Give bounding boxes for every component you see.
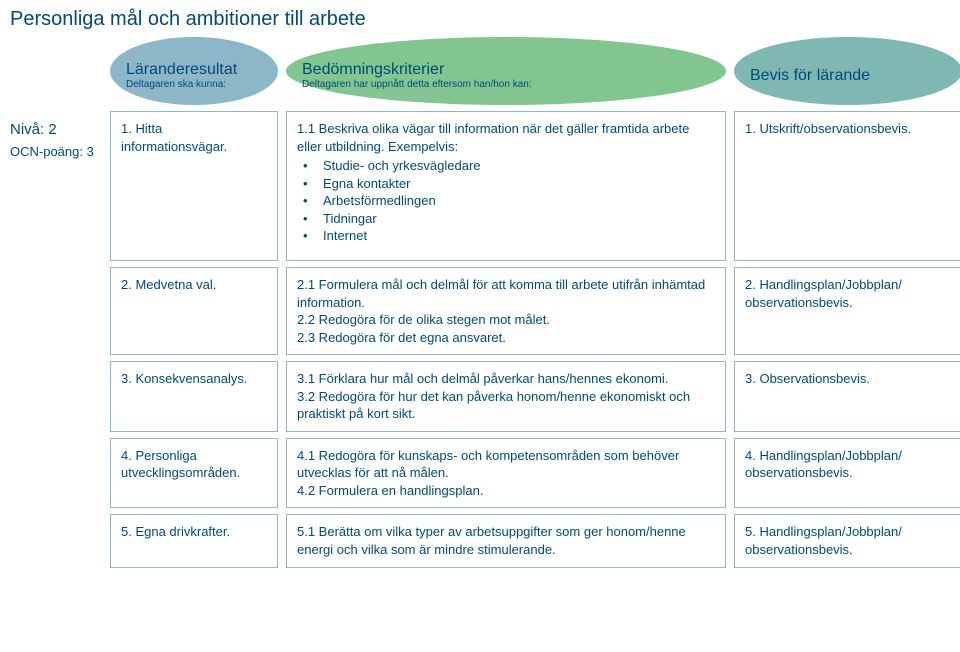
row3-col2-line2: 3.2 Redogöra för hur det kan påverka hon…	[297, 388, 715, 423]
row1-col2-list: Studie- och yrkesvägledare Egna kontakte…	[297, 157, 715, 245]
row1-col2-lead: 1.1 Beskriva olika vägar till informatio…	[297, 120, 715, 155]
header-spacer	[10, 37, 102, 105]
page-title: Personliga mål och ambitioner till arbet…	[0, 0, 960, 37]
row2-col2-line3: 2.3 Redogöra för det egna ansvaret.	[297, 329, 715, 347]
row5-col2: 5.1 Berätta om vilka typer av arbetsuppg…	[286, 514, 726, 568]
row3-col3-text: 3. Observationsbevis.	[745, 370, 951, 388]
row2-col3: 2. Handlingsplan/Jobbplan/ observationsb…	[734, 267, 960, 355]
list-item: Tidningar	[315, 210, 715, 228]
level-label: Nivå: 2	[10, 121, 102, 138]
row4-col1-text: 4. Personliga utvecklingsområden.	[121, 447, 267, 482]
row4-col2: 4.1 Redogöra för kunskaps- och kompetens…	[286, 438, 726, 509]
header-col2-sub: Deltagaren har uppnått detta eftersom ha…	[286, 79, 726, 91]
side-level-info: Nivå: 2 OCN-poäng: 3	[10, 111, 102, 261]
row5-col3-text: 5. Handlingsplan/Jobbplan/ observationsb…	[745, 523, 951, 558]
header-learning-results: Läranderesultat Deltagaren ska kunna:	[110, 37, 278, 105]
list-item: Internet	[315, 227, 715, 245]
row4-col2-line2: 4.2 Formulera en handlingsplan.	[297, 482, 715, 500]
row3-col2: 3.1 Förklara hur mål och delmål påverkar…	[286, 361, 726, 432]
row5-col1-text: 5. Egna drivkrafter.	[121, 523, 267, 541]
row3-col3: 3. Observationsbevis.	[734, 361, 960, 432]
row2-col1-text: 2. Medvetna val.	[121, 276, 267, 294]
side-empty	[10, 361, 102, 432]
list-item: Arbetsförmedlingen	[315, 192, 715, 210]
row4-col2-line1: 4.1 Redogöra för kunskaps- och kompetens…	[297, 447, 715, 482]
header-col1-title: Läranderesultat	[110, 51, 278, 79]
row2-col1: 2. Medvetna val.	[110, 267, 278, 355]
row2-col2-line2: 2.2 Redogöra för de olika stegen mot mål…	[297, 311, 715, 329]
side-empty	[10, 514, 102, 568]
row3-col2-line1: 3.1 Förklara hur mål och delmål påverkar…	[297, 370, 715, 388]
row3-col1-text: 3. Konsekvensanalys.	[121, 370, 267, 388]
side-empty	[10, 438, 102, 509]
list-item: Studie- och yrkesvägledare	[315, 157, 715, 175]
row1-col1-text: 1. Hitta informationsvägar.	[121, 120, 267, 155]
header-assessment-criteria: Bedömningskriterier Deltagaren har uppnå…	[286, 37, 726, 105]
row2-col2: 2.1 Formulera mål och delmål för att kom…	[286, 267, 726, 355]
row1-col3: 1. Utskrift/observationsbevis.	[734, 111, 960, 261]
row4-col3: 4. Handlingsplan/Jobbplan/ observationsb…	[734, 438, 960, 509]
row1-col3-text: 1. Utskrift/observationsbevis.	[745, 120, 951, 138]
row1-col2: 1.1 Beskriva olika vägar till informatio…	[286, 111, 726, 261]
side-empty	[10, 267, 102, 355]
header-col3-title: Bevis för lärande	[734, 57, 960, 85]
row2-col2-line1: 2.1 Formulera mål och delmål för att kom…	[297, 276, 715, 311]
content-grid: Läranderesultat Deltagaren ska kunna: Be…	[0, 37, 960, 568]
row5-col3: 5. Handlingsplan/Jobbplan/ observationsb…	[734, 514, 960, 568]
row3-col1: 3. Konsekvensanalys.	[110, 361, 278, 432]
header-col2-title: Bedömningskriterier	[286, 51, 726, 79]
row5-col2-line1: 5.1 Berätta om vilka typer av arbetsuppg…	[297, 523, 715, 558]
ocn-label: OCN-poäng: 3	[10, 144, 102, 159]
header-evidence: Bevis för lärande	[734, 37, 960, 105]
row2-col3-text: 2. Handlingsplan/Jobbplan/ observationsb…	[745, 276, 951, 311]
row5-col1: 5. Egna drivkrafter.	[110, 514, 278, 568]
row4-col3-text: 4. Handlingsplan/Jobbplan/ observationsb…	[745, 447, 951, 482]
row4-col1: 4. Personliga utvecklingsområden.	[110, 438, 278, 509]
row1-col1: 1. Hitta informationsvägar.	[110, 111, 278, 261]
list-item: Egna kontakter	[315, 175, 715, 193]
header-col1-sub: Deltagaren ska kunna:	[110, 79, 278, 91]
